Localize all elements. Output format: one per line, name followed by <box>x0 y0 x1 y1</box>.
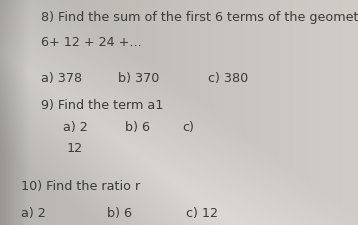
Text: a) 378: a) 378 <box>41 72 82 85</box>
Text: c) 12: c) 12 <box>186 207 218 220</box>
Text: 9) Find the term a1: 9) Find the term a1 <box>41 99 164 112</box>
Text: 12: 12 <box>66 142 82 155</box>
Text: b) 6: b) 6 <box>107 207 132 220</box>
Text: a) 2: a) 2 <box>63 122 87 135</box>
Text: c) 380: c) 380 <box>208 72 248 85</box>
Text: 6+ 12 + 24 +...: 6+ 12 + 24 +... <box>41 36 142 49</box>
Text: 8) Find the sum of the first 6 terms of the geometric series:: 8) Find the sum of the first 6 terms of … <box>41 11 358 24</box>
Text: c): c) <box>183 122 194 135</box>
Text: b) 370: b) 370 <box>118 72 160 85</box>
Text: a) 2: a) 2 <box>21 207 46 220</box>
Text: 10) Find the ratio r: 10) Find the ratio r <box>21 180 141 193</box>
Text: b) 6: b) 6 <box>125 122 150 135</box>
